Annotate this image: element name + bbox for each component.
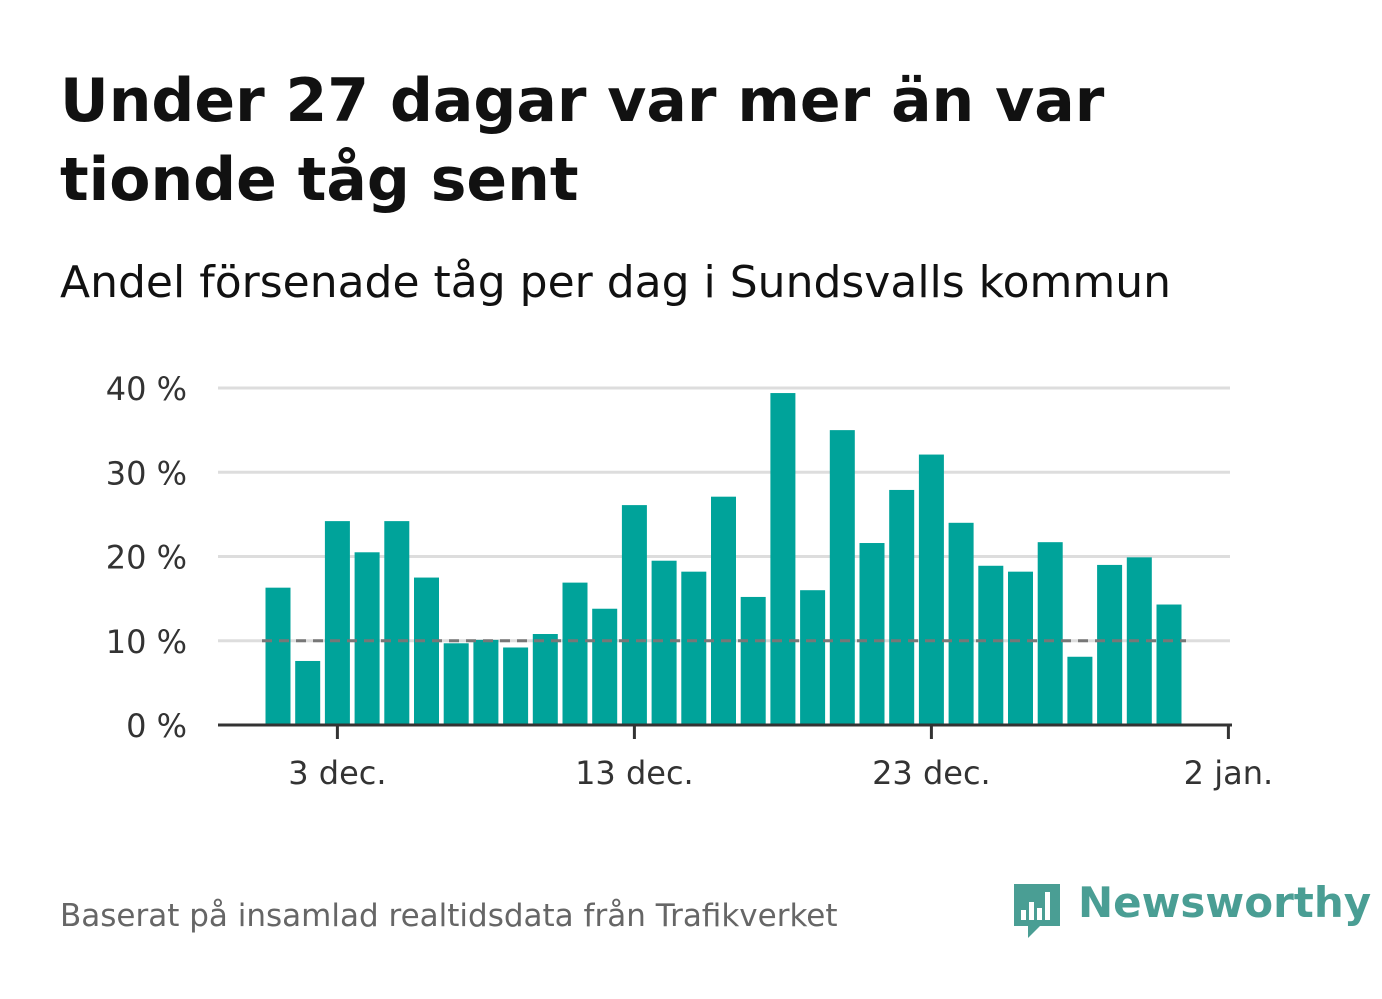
y-tick-label: 10 % (106, 623, 187, 661)
bar (384, 521, 410, 725)
bar (889, 489, 915, 725)
bar (978, 565, 1004, 725)
bar (414, 577, 439, 725)
y-tick-label: 0 % (126, 707, 187, 745)
bar (592, 608, 618, 725)
x-tick-label: 2 jan. (1184, 754, 1273, 792)
bar (1008, 571, 1033, 725)
bar (1097, 564, 1123, 725)
y-tick-label: 30 % (106, 454, 187, 492)
chart-title: Under 27 dagar var mer än var tionde tåg… (60, 66, 1105, 215)
x-tick-label: 13 dec. (575, 754, 694, 792)
bar (681, 571, 707, 725)
x-tick-label: 23 dec. (872, 754, 991, 792)
bar (503, 647, 529, 725)
chart-subtitle: Andel försenade tåg per dag i Sundsvalls… (60, 257, 1171, 308)
bar (770, 393, 796, 725)
bar (532, 634, 558, 725)
bar (324, 521, 350, 725)
bar (1067, 656, 1093, 725)
bar (621, 505, 647, 725)
bar (859, 543, 885, 725)
bar (918, 454, 944, 725)
bar (948, 522, 974, 725)
source-note: Baserat på insamlad realtidsdata från Tr… (60, 898, 838, 934)
bar (473, 639, 499, 725)
bar (354, 552, 380, 725)
bar (1156, 604, 1182, 725)
bar (295, 660, 321, 725)
bar (1037, 542, 1063, 725)
bar (443, 643, 469, 725)
y-tick-label: 20 % (106, 539, 187, 577)
chart-bubble-icon (1014, 884, 1060, 938)
bar (711, 496, 736, 725)
x-tick-label: 3 dec. (288, 754, 386, 792)
bar (265, 587, 291, 725)
bar (562, 582, 588, 725)
bar (651, 560, 677, 725)
bar (800, 590, 826, 725)
bar (740, 596, 766, 725)
bar (829, 430, 855, 725)
bar-chart: 0 % 10 % 20 % 30 % 40 % 3 dec. 13 dec. 23 dec.… (106, 370, 1273, 792)
y-tick-label: 40 % (106, 370, 187, 408)
brand-name: Newsworthy (1078, 878, 1372, 927)
